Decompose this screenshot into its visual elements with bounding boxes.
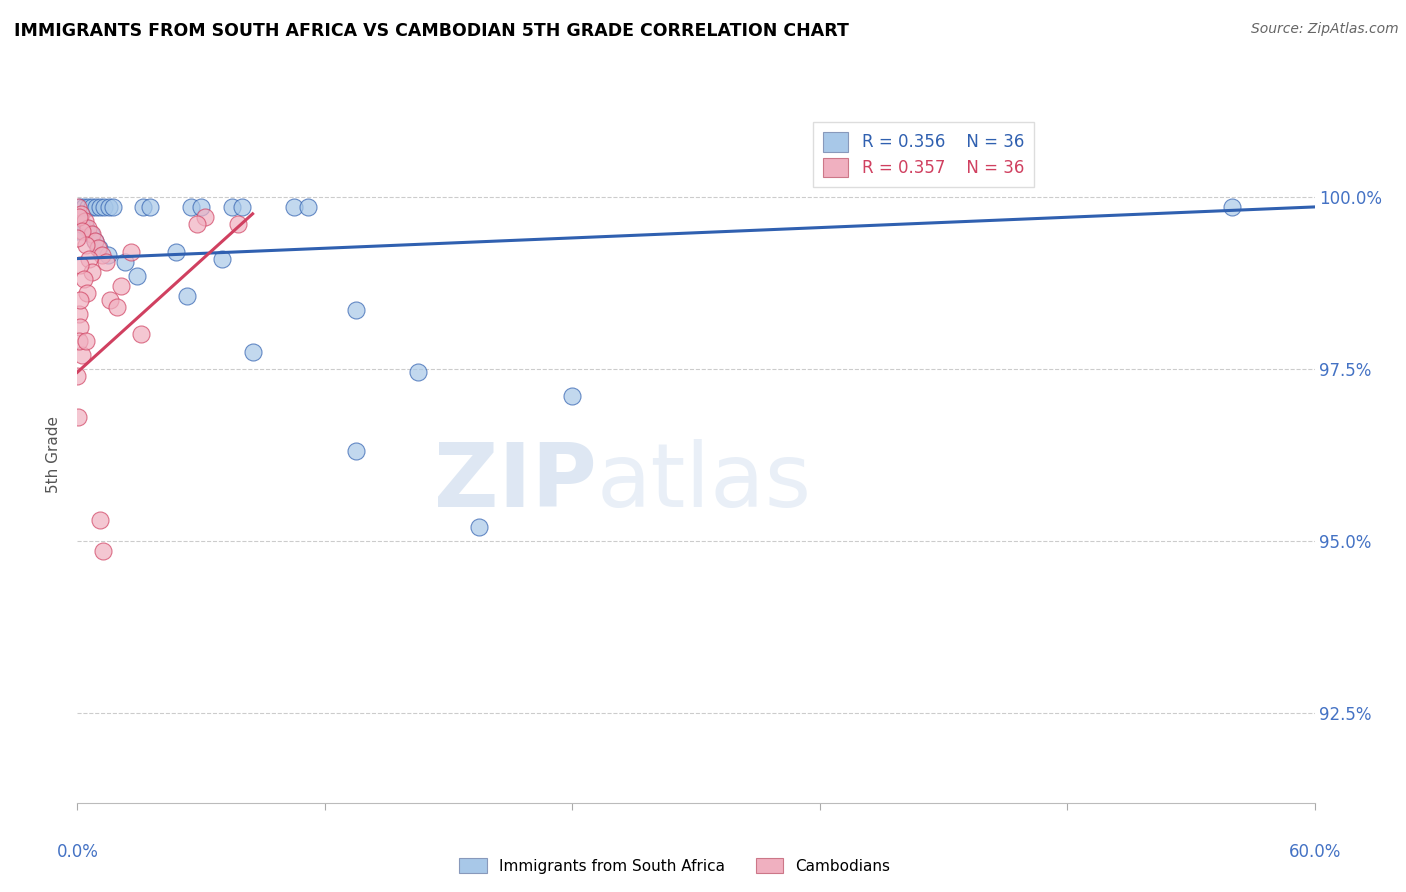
Point — [73, 213, 96, 227]
Point — [75, 334, 97, 349]
Text: 0.0%: 0.0% — [56, 843, 98, 861]
Point — [221, 200, 243, 214]
Point — [89, 200, 111, 214]
Point — [561, 389, 583, 403]
Point — [226, 217, 249, 231]
Point — [114, 255, 136, 269]
Point — [127, 268, 149, 283]
Point — [75, 220, 97, 235]
Point — [66, 224, 89, 238]
Point — [76, 220, 98, 235]
Point — [98, 293, 121, 307]
Point — [176, 289, 198, 303]
Point — [67, 307, 90, 321]
Point — [67, 200, 90, 214]
Point — [87, 241, 110, 255]
Point — [69, 320, 91, 334]
Point — [297, 200, 319, 214]
Point — [98, 200, 121, 214]
Point — [91, 248, 114, 262]
Point — [242, 344, 264, 359]
Point — [69, 259, 91, 273]
Point — [129, 327, 152, 342]
Point — [67, 211, 90, 225]
Point — [186, 217, 208, 231]
Point — [91, 544, 114, 558]
Point — [80, 227, 103, 242]
Point — [66, 368, 89, 383]
Point — [165, 244, 187, 259]
Text: IMMIGRANTS FROM SOUTH AFRICA VS CAMBODIAN 5TH GRADE CORRELATION CHART: IMMIGRANTS FROM SOUTH AFRICA VS CAMBODIA… — [14, 22, 849, 40]
Point — [211, 252, 233, 266]
Point — [72, 348, 94, 362]
Point — [120, 244, 142, 259]
Point — [190, 200, 212, 214]
Point — [231, 200, 253, 214]
Point — [76, 200, 98, 214]
Point — [67, 410, 90, 425]
Point — [103, 200, 125, 214]
Text: ZIP: ZIP — [434, 439, 598, 526]
Point — [84, 200, 107, 214]
Point — [70, 217, 93, 231]
Legend: Immigrants from South Africa, Cambodians: Immigrants from South Africa, Cambodians — [453, 852, 897, 880]
Point — [83, 235, 105, 249]
Point — [406, 365, 429, 379]
Point — [89, 513, 111, 527]
Point — [77, 252, 100, 266]
Point — [67, 334, 90, 349]
Y-axis label: 5th Grade: 5th Grade — [46, 417, 62, 493]
Point — [1220, 200, 1243, 214]
Point — [72, 224, 94, 238]
Point — [87, 241, 110, 255]
Legend: R = 0.356    N = 36, R = 0.357    N = 36: R = 0.356 N = 36, R = 0.357 N = 36 — [813, 122, 1033, 187]
Point — [105, 300, 128, 314]
Point — [80, 200, 103, 214]
Text: 60.0%: 60.0% — [1288, 843, 1341, 861]
Point — [132, 200, 155, 214]
Text: Source: ZipAtlas.com: Source: ZipAtlas.com — [1251, 22, 1399, 37]
Point — [110, 279, 132, 293]
Point — [75, 237, 97, 252]
Point — [69, 293, 91, 307]
Point — [76, 286, 98, 301]
Point — [83, 235, 105, 249]
Point — [96, 255, 118, 269]
Text: atlas: atlas — [598, 439, 813, 526]
Point — [180, 200, 202, 214]
Point — [283, 200, 305, 214]
Point — [80, 227, 103, 242]
Point — [70, 207, 93, 221]
Point — [97, 248, 120, 262]
Point — [468, 520, 491, 534]
Point — [80, 265, 103, 279]
Point — [194, 211, 217, 225]
Point — [72, 272, 94, 286]
Point — [66, 231, 89, 245]
Point — [93, 200, 115, 214]
Point — [138, 200, 160, 214]
Point — [69, 200, 91, 214]
Point — [344, 444, 367, 458]
Point — [344, 303, 367, 318]
Point — [72, 200, 94, 214]
